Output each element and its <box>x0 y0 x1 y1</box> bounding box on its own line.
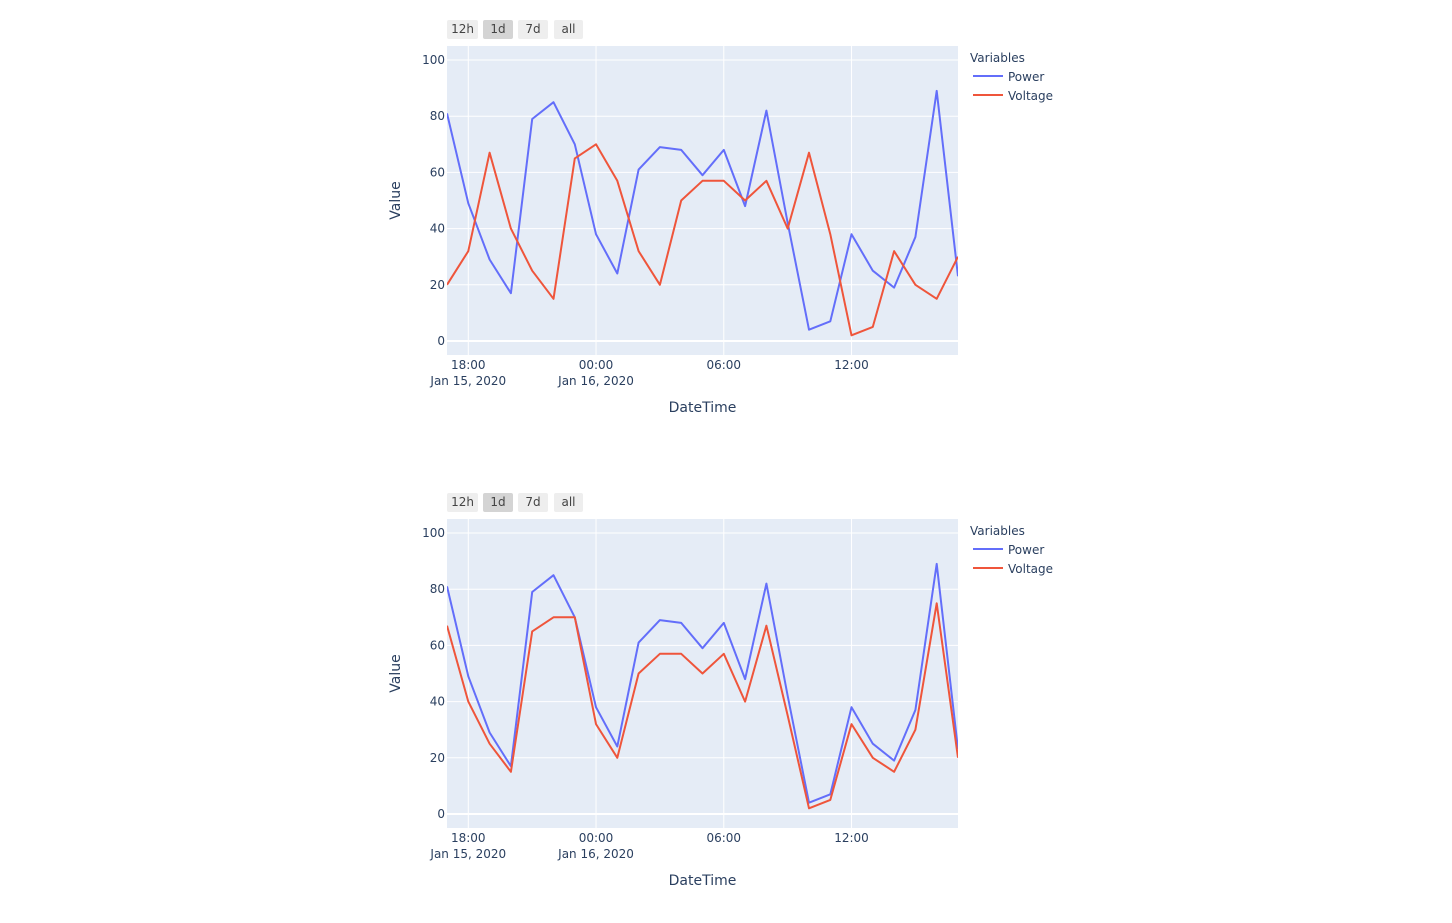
range-button-1d[interactable]: 1d <box>483 20 513 39</box>
legend-item-voltage[interactable]: Voltage <box>1008 89 1053 103</box>
x-tick-date-label: Jan 16, 2020 <box>557 374 634 388</box>
x-tick-date-label: Jan 15, 2020 <box>429 847 506 861</box>
plot-area[interactable] <box>447 46 958 355</box>
chart-svg: 0 20 40 60 80 100 18:00 Jan 15, 2020 00:00 Jan 16… <box>388 519 1053 889</box>
chart-top: 12h 1d 7d all 0 20 40 60 80 100 18:00 Jan 15, 2020 0… <box>0 0 1452 450</box>
y-axis-title: Value <box>388 654 404 692</box>
legend-item-power[interactable]: Power <box>1008 70 1044 84</box>
y-tick-label: 100 <box>422 53 445 67</box>
x-tick-label: 00:00 <box>579 831 614 845</box>
legend-title: Variables <box>970 51 1025 65</box>
range-button-12h[interactable]: 12h <box>447 20 478 39</box>
y-tick-label: 20 <box>430 278 445 292</box>
y-tick-label: 60 <box>430 165 445 179</box>
x-tick-label: 18:00 <box>451 358 486 372</box>
range-button-12h[interactable]: 12h <box>447 493 478 512</box>
series-line-power[interactable] <box>447 562 958 804</box>
range-button-7d[interactable]: 7d <box>518 493 548 512</box>
x-tick-label: 12:00 <box>834 358 869 372</box>
x-tick-date-label: Jan 16, 2020 <box>557 847 634 861</box>
chart-svg: 0 20 40 60 80 100 18:00 Jan 15, 2020 00:00 Jan 16… <box>388 46 1053 416</box>
y-tick-label: 80 <box>430 582 445 596</box>
y-tick-label: 40 <box>430 695 445 709</box>
x-tick-label: 06:00 <box>706 358 741 372</box>
x-tick-label: 06:00 <box>706 831 741 845</box>
y-tick-label: 60 <box>430 638 445 652</box>
series-line-power[interactable] <box>447 89 958 331</box>
range-button-7d[interactable]: 7d <box>518 20 548 39</box>
x-axis-title: DateTime <box>669 873 737 889</box>
legend-item-power[interactable]: Power <box>1008 543 1044 557</box>
series-line-voltage[interactable] <box>447 602 958 810</box>
x-axis-title: DateTime <box>669 400 737 416</box>
y-tick-label: 40 <box>430 222 445 236</box>
legend-item-voltage[interactable]: Voltage <box>1008 562 1053 576</box>
y-tick-label: 100 <box>422 526 445 540</box>
range-button-1d[interactable]: 1d <box>483 493 513 512</box>
x-tick-label: 00:00 <box>579 358 614 372</box>
y-tick-label: 20 <box>430 751 445 765</box>
chart-bottom: 12h 1d 7d all 0 20 40 60 80 100 18:00 Jan 15, 2020 0… <box>0 473 1452 923</box>
legend-title: Variables <box>970 524 1025 538</box>
x-tick-label: 12:00 <box>834 831 869 845</box>
x-tick-label: 18:00 <box>451 831 486 845</box>
range-button-all[interactable]: all <box>554 493 583 512</box>
y-tick-label: 80 <box>430 109 445 123</box>
x-tick-date-label: Jan 15, 2020 <box>429 374 506 388</box>
y-axis-title: Value <box>388 181 404 219</box>
y-tick-label: 0 <box>437 807 445 821</box>
series-line-voltage[interactable] <box>447 143 958 337</box>
range-button-all[interactable]: all <box>554 20 583 39</box>
y-tick-label: 0 <box>437 334 445 348</box>
